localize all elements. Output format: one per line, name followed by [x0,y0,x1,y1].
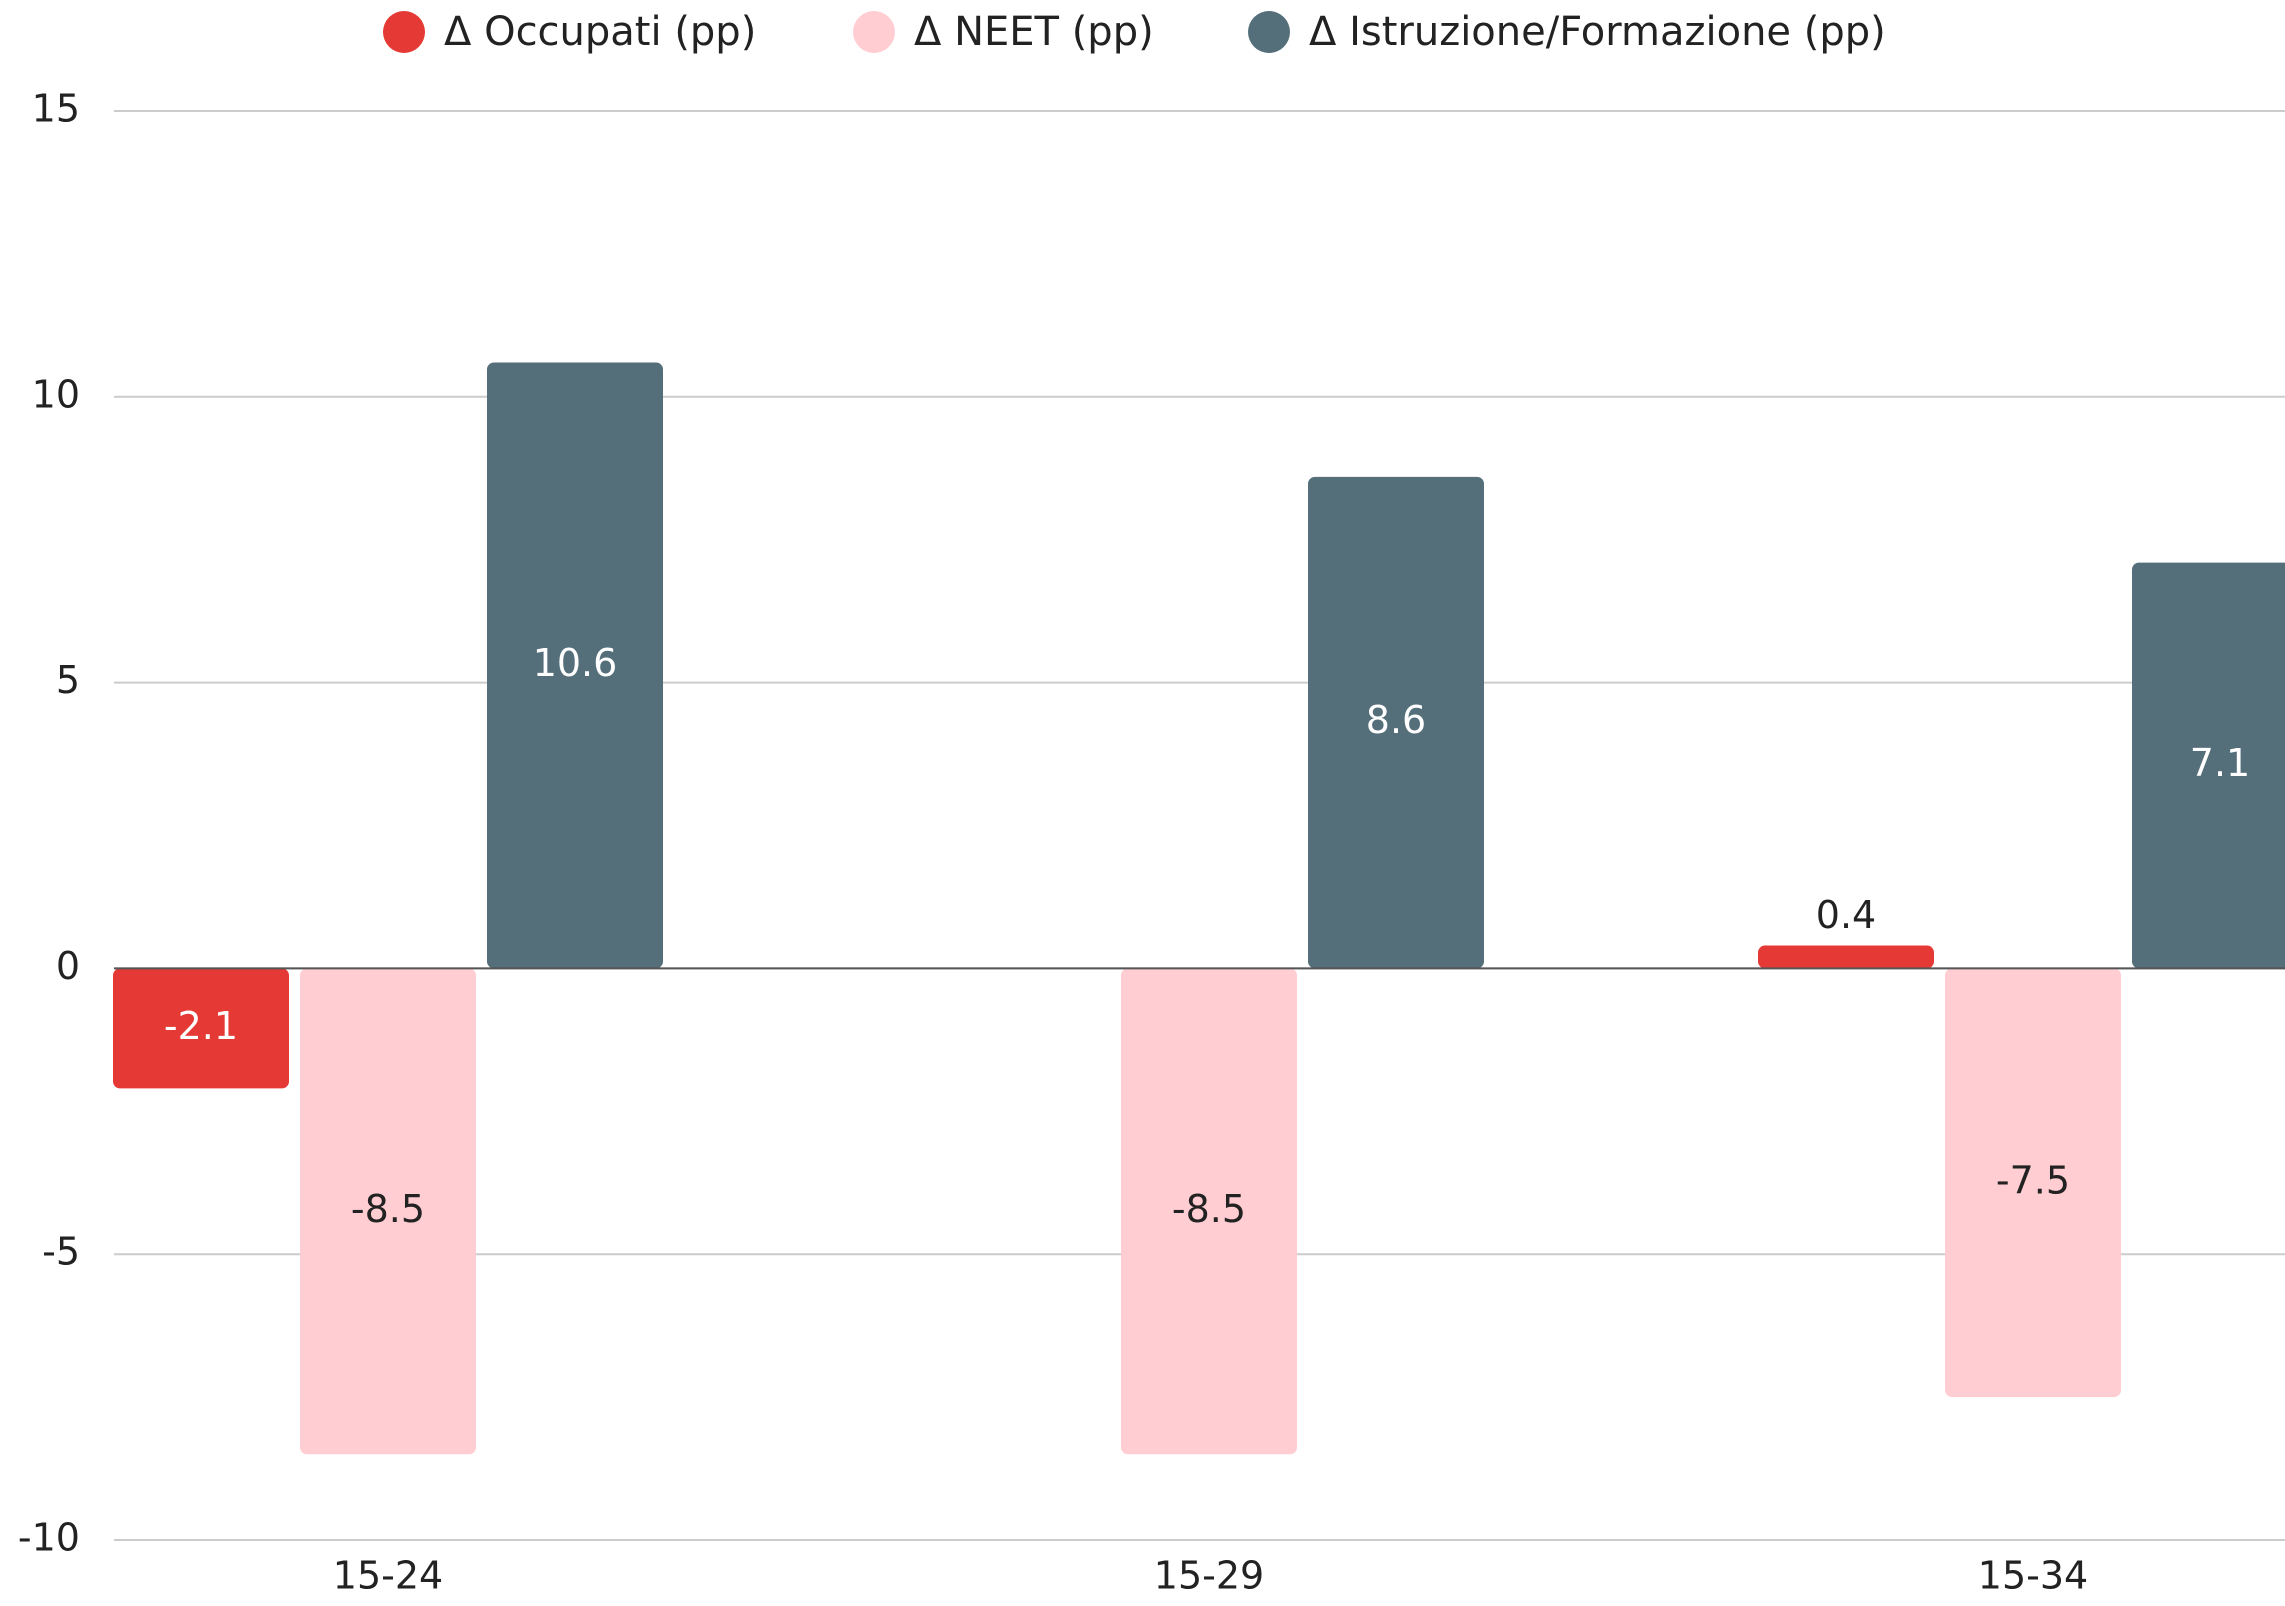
y-tick-label: 5 [56,658,80,702]
bar [487,362,663,969]
plot-area: -2.1 -8.5 10.6 -8.5 8.6 0.4 -7.5 7.1 [113,362,2285,1455]
data-label: -7.5 [1996,1158,2070,1202]
bar [113,968,289,1089]
data-label: 10.6 [533,641,618,685]
legend-swatch [853,11,895,53]
data-label: 8.6 [1366,698,1426,742]
data-label: 7.1 [2190,741,2250,785]
y-tick-label: -5 [42,1230,80,1274]
data-label: -8.5 [351,1187,425,1231]
y-tick-label: 0 [56,944,80,988]
y-tick-label: -10 [18,1516,80,1560]
bar [2132,562,2285,969]
bar [1758,945,1934,969]
bar [1945,968,2121,1398]
legend-label: Δ NEET (pp) [914,9,1154,55]
y-tick-label: 10 [32,372,80,416]
data-label: -8.5 [1172,1187,1246,1231]
x-tick-label: 15-29 [1154,1554,1264,1598]
data-label: -2.1 [164,1004,238,1048]
legend-label: Δ Istruzione/Formazione (pp) [1309,9,1886,55]
legend-swatch [1248,11,1290,53]
x-tick-label: 15-24 [333,1554,443,1598]
bar [1308,476,1484,969]
bar [300,968,476,1455]
bar [1121,968,1297,1455]
x-tick-label: 15-34 [1978,1554,2088,1598]
legend-swatch [383,11,425,53]
legend-label: Δ Occupati (pp) [444,9,756,55]
y-tick-label: 15 [32,87,80,131]
data-label: 0.4 [1816,893,1876,937]
